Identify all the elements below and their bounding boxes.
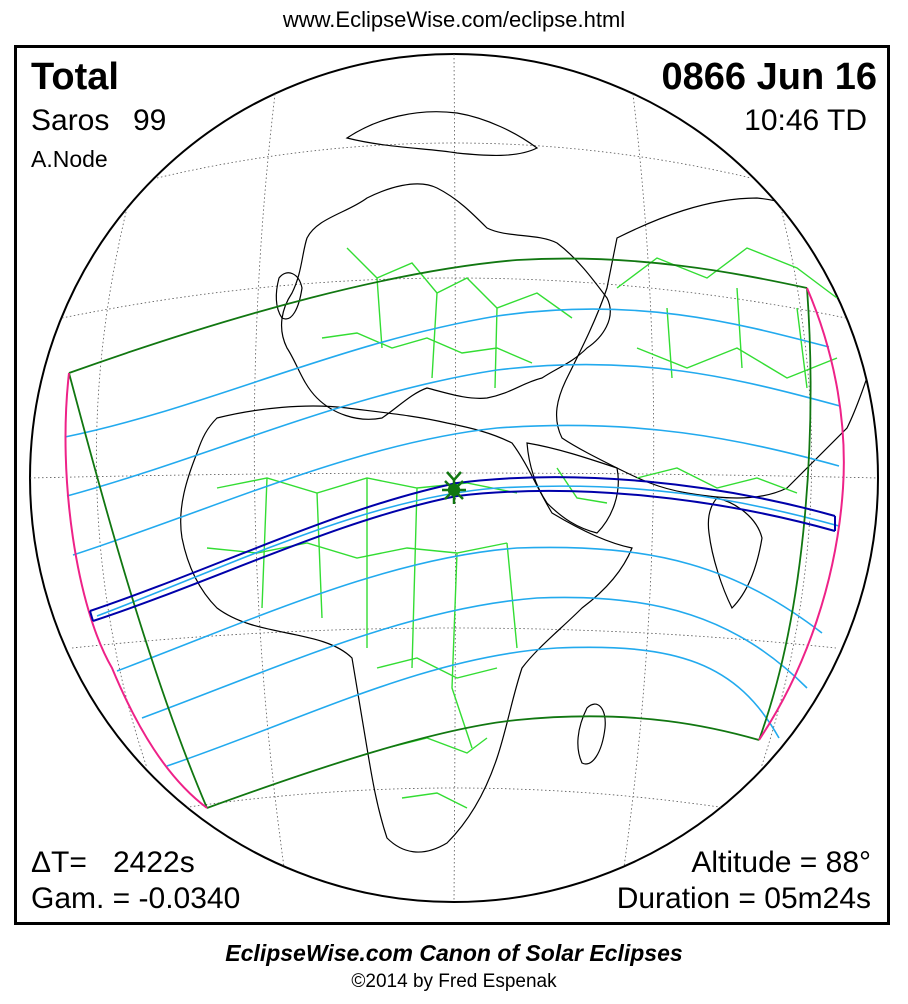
totality-path: [89, 476, 836, 622]
arabia-coast: [526, 442, 619, 534]
eclipse-globe-map: [29, 53, 879, 903]
penumbra-limits: [68, 257, 812, 809]
eclipse-type: Total: [31, 56, 119, 98]
britain-coast: [275, 272, 303, 320]
delta-t-label: ΔT=: [31, 846, 87, 879]
altitude-value: Altitude = 88°: [691, 846, 871, 879]
europe-coast: [280, 183, 611, 420]
node-label: A.Node: [31, 146, 108, 172]
footer-copyright: ©2014 by Fred Espenak: [351, 971, 557, 992]
source-url[interactable]: www.EclipseWise.com/eclipse.html: [282, 7, 626, 32]
eclipse-map-frame: Total Saros 99 A.Node 0866 Jun 16 10:46 …: [14, 45, 890, 925]
duration-value: Duration = 05m24s: [616, 882, 871, 915]
footer-canon-title: EclipseWise.com Canon of Solar Eclipses: [225, 940, 683, 966]
saros-label: Saros: [31, 104, 110, 137]
eclipse-date: 0866 Jun 16: [661, 56, 877, 98]
delta-t-value: 2422s: [113, 846, 195, 879]
madagascar-coast: [577, 703, 606, 765]
eclipse-time: 10:46 TD: [744, 104, 867, 137]
saros-number: 99: [133, 104, 167, 137]
partial-eclipse-isolines: [64, 308, 841, 767]
africa-coast: [180, 405, 633, 853]
greatest-eclipse-marker: [442, 471, 466, 504]
arctic-coast: [345, 111, 539, 157]
india-coast: [707, 497, 763, 610]
rise-set-curves: [64, 287, 845, 809]
gamma-value: Gam. = -0.0340: [31, 882, 241, 915]
